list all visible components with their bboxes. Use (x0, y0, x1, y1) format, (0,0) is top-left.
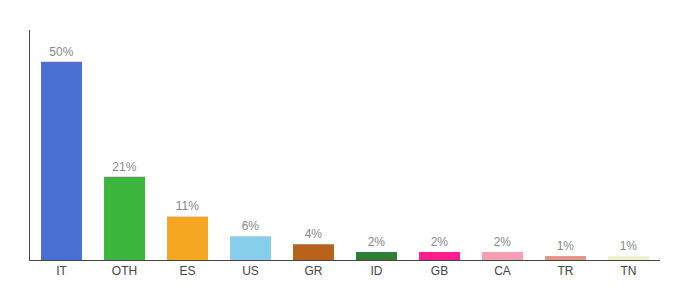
svg-text:6%: 6% (242, 219, 260, 233)
svg-text:TN: TN (621, 264, 637, 278)
svg-text:GB: GB (431, 264, 448, 278)
svg-text:11%: 11% (176, 199, 199, 213)
svg-text:21%: 21% (112, 160, 136, 174)
svg-text:2%: 2% (431, 235, 449, 249)
svg-text:GR: GR (305, 264, 323, 278)
svg-text:TR: TR (558, 264, 574, 278)
svg-text:2%: 2% (368, 235, 386, 249)
svg-text:4%: 4% (305, 227, 323, 241)
svg-text:OTH: OTH (112, 264, 137, 278)
svg-text:1%: 1% (557, 239, 575, 253)
svg-text:ES: ES (179, 264, 195, 278)
svg-text:2%: 2% (494, 235, 512, 249)
svg-text:ID: ID (371, 264, 383, 278)
svg-text:IT: IT (56, 264, 67, 278)
svg-text:1%: 1% (620, 239, 638, 253)
svg-text:CA: CA (494, 264, 511, 278)
svg-text:50%: 50% (49, 45, 73, 59)
svg-text:US: US (242, 264, 259, 278)
